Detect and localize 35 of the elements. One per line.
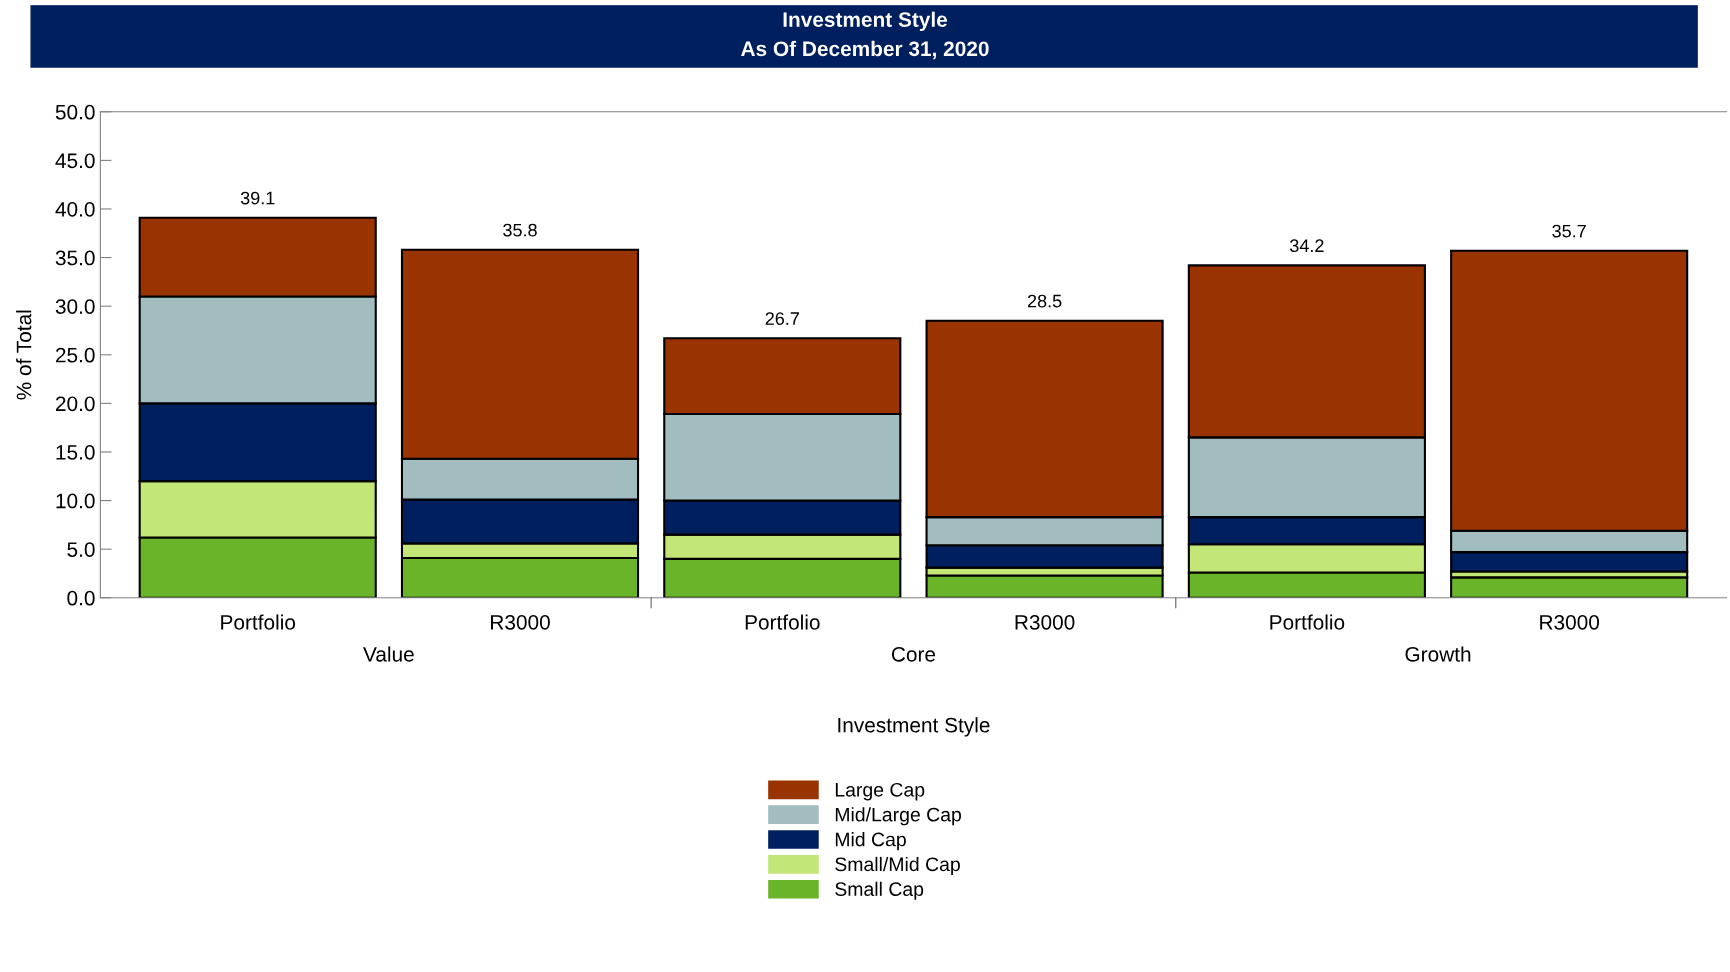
total-label: 39.1 bbox=[240, 191, 275, 205]
y-tick-label: 5.0 bbox=[67, 542, 95, 557]
y-tick-label: 10.0 bbox=[56, 493, 95, 509]
total-label: 26.7 bbox=[765, 312, 799, 325]
x-tick-label: Portfolio bbox=[745, 614, 820, 630]
chart-subtitle: As Of December 31, 2020 bbox=[741, 40, 989, 60]
x-tick-label: Portfolio bbox=[1270, 614, 1345, 630]
legend-label: Mid/Large Cap bbox=[835, 807, 962, 826]
y-tick-label: 40.0 bbox=[55, 201, 95, 217]
chart-title: Investment Style bbox=[783, 11, 948, 32]
y-tick-label: 45.0 bbox=[55, 153, 95, 169]
legend-label: Large Cap bbox=[835, 782, 925, 801]
legend-label: Small Cap bbox=[835, 881, 924, 900]
y-tick-label: 25.0 bbox=[55, 347, 95, 363]
x-tick-label: R3000 bbox=[1015, 615, 1075, 630]
total-label: 34.2 bbox=[1289, 239, 1324, 253]
y-tick-label: 35.0 bbox=[55, 250, 95, 266]
y-tick-label: 15.0 bbox=[56, 444, 95, 460]
text: Value bbox=[363, 646, 414, 662]
y-tick-label: 30.0 bbox=[55, 299, 95, 314]
text: Growth bbox=[1405, 646, 1471, 662]
y-tick-label: 20.0 bbox=[55, 396, 95, 412]
x-tick-label: R3000 bbox=[1540, 615, 1600, 630]
total-label: 28.5 bbox=[1027, 294, 1062, 308]
legend-label: Mid Cap bbox=[835, 832, 906, 851]
x-axis-title: Investment Style bbox=[838, 717, 990, 737]
text: Core bbox=[891, 646, 936, 662]
total-label: 35.8 bbox=[503, 223, 537, 237]
y-tick-label: 0.0 bbox=[67, 590, 95, 606]
y-axis-title: % of Total bbox=[16, 310, 32, 400]
x-tick-label: R3000 bbox=[491, 615, 550, 630]
legend-label: Small/Mid Cap bbox=[835, 856, 960, 876]
total-label: 35.7 bbox=[1552, 224, 1586, 238]
x-tick-label: Portfolio bbox=[221, 614, 296, 630]
y-tick-label: 50.0 bbox=[55, 104, 95, 120]
